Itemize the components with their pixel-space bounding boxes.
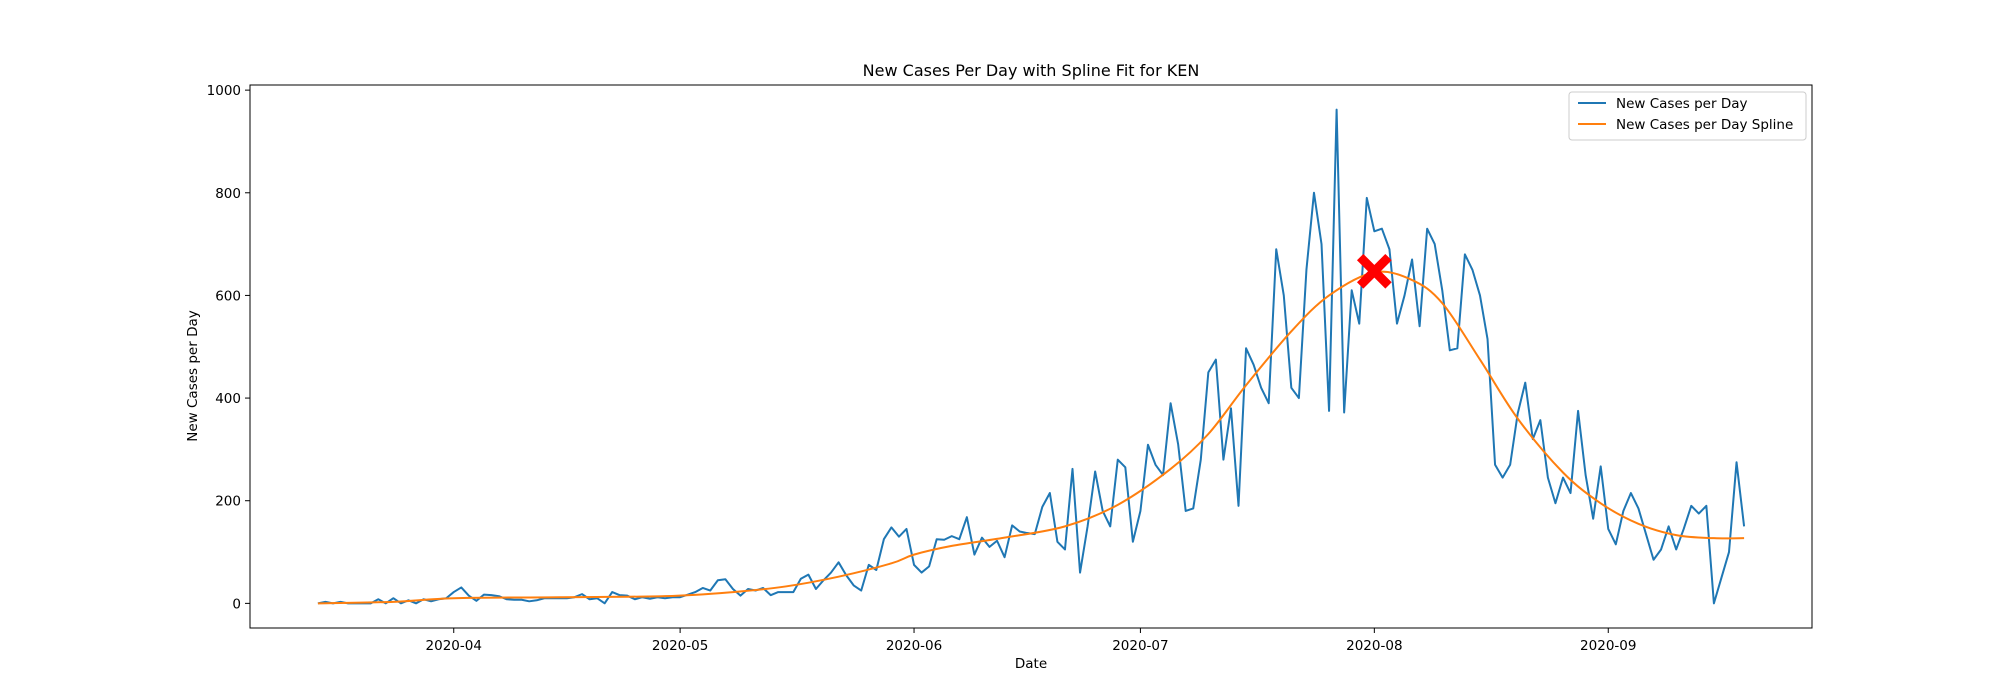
x-tick-label: 2020-05	[652, 638, 708, 654]
y-tick-label: 200	[215, 494, 241, 510]
x-axis-label: Date	[1015, 656, 1047, 672]
x-tick-label: 2020-09	[1580, 638, 1636, 654]
x-tick-label: 2020-07	[1112, 638, 1168, 654]
y-tick-label: 0	[232, 596, 241, 612]
y-tick-label: 800	[215, 186, 241, 202]
y-tick-label: 600	[215, 288, 241, 304]
y-tick-label: 400	[215, 391, 241, 407]
axes-frame	[249, 84, 1813, 629]
y-tick-label: 1000	[207, 83, 241, 99]
plot-area	[317, 108, 1746, 605]
y-axis: 0 200 400 600 800 1000	[207, 83, 250, 612]
y-axis-label: New Cases per Day	[185, 310, 201, 441]
legend-label-new-cases: New Cases per Day	[1616, 96, 1747, 112]
peak-marker	[1356, 253, 1392, 289]
x-tick-label: 2020-06	[886, 638, 942, 654]
legend-box	[1568, 91, 1807, 141]
legend: New Cases per Day New Cases per Day Spli…	[1568, 91, 1807, 141]
chart-title: New Cases Per Day with Spline Fit for KE…	[863, 61, 1200, 80]
x-axis: 2020-04 2020-05 2020-06 2020-07 2020-08 2020-…	[426, 628, 1636, 654]
legend-label-spline: New Cases per Day Spline	[1616, 117, 1793, 133]
series-spline-line	[317, 270, 1745, 605]
x-tick-label: 2020-04	[426, 638, 482, 654]
x-tick-label: 2020-08	[1346, 638, 1402, 654]
